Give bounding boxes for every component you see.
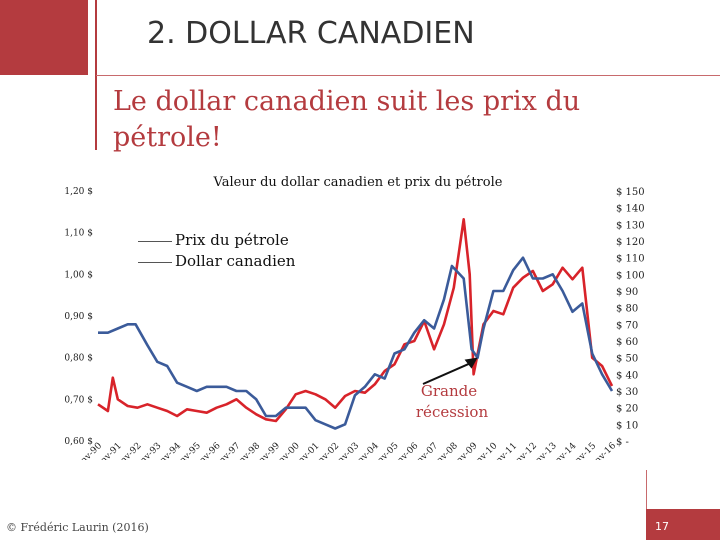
right-tick-label: $ 60 (616, 337, 638, 348)
page-number-rule (646, 470, 647, 509)
legend-label-cad: Dollar canadien (175, 252, 296, 270)
annotation-arrow-head (464, 357, 478, 369)
series-line-oil (97, 217, 614, 423)
legend-swatch-cad (138, 262, 172, 263)
oil-cad-line-chart: Valeur du dollar canadien et prix du pét… (64, 175, 645, 460)
series-group (97, 217, 614, 430)
page-number: 17 (655, 520, 669, 533)
left-tick-label: 1,00 $ (64, 270, 93, 280)
right-tick-label: $ 40 (616, 370, 638, 381)
right-tick-label: $ 10 (616, 420, 638, 431)
x-axis-ticks: Janv-90Janv-91Janv-92Janv-93Janv-94Janv-… (72, 441, 618, 460)
accent-block (0, 0, 88, 75)
right-tick-label: $ 20 (616, 404, 638, 415)
chart-title: Valeur du dollar canadien et prix du pét… (213, 175, 503, 190)
right-tick-label: $ 140 (616, 204, 645, 215)
right-tick-label: $ 80 (616, 304, 638, 315)
accent-horizontal-rule (96, 75, 720, 76)
right-axis-ticks: $ - $ 10 $ 20 $ 30 $ 40 $ 50 $ 60 $ 70 $ 80 $ 90 $… (616, 187, 645, 448)
right-tick-label: $ 30 (616, 387, 638, 398)
left-tick-label: 0,80 $ (64, 354, 93, 364)
right-tick-label: $ 150 (616, 187, 645, 198)
chart-legend: Prix du pétrole Dollar canadien (126, 229, 300, 273)
page-number-badge: 17 (646, 509, 720, 540)
left-tick-label: 1,20 $ (64, 187, 93, 197)
annotation-label-line1: Grande (421, 382, 477, 400)
right-tick-label: $ 50 (616, 354, 638, 365)
annotation-arrow-line (422, 361, 472, 385)
legend-label-oil: Prix du pétrole (175, 231, 289, 249)
series-line-cad (98, 256, 614, 430)
left-tick-label: 0,70 $ (64, 395, 93, 405)
right-tick-label: $ 100 (616, 270, 645, 281)
right-tick-label: $ 130 (616, 220, 645, 231)
left-axis-ticks: 0,60 $ 0,70 $ 0,80 $ 0,90 $ 1,00 $ 1,10 $ 1,20… (64, 187, 93, 447)
right-tick-label: $ 90 (616, 287, 638, 298)
slide-headline: Le dollar canadien suit les prix du pétr… (113, 86, 581, 153)
annotation-label-line2: récession (416, 403, 489, 421)
right-tick-label: $ - (616, 437, 629, 448)
section-title: 2. DOLLAR CANADIEN (147, 16, 475, 51)
legend-swatch-oil (138, 241, 172, 242)
left-tick-label: 1,10 $ (64, 229, 93, 239)
right-tick-label: $ 120 (616, 237, 645, 248)
annotation-group: Grande récession (416, 357, 489, 421)
author-credit: © Frédéric Laurin (2016) (6, 521, 149, 534)
right-tick-label: $ 110 (616, 254, 645, 265)
left-tick-label: 0,60 $ (64, 437, 93, 447)
left-tick-label: 0,90 $ (64, 312, 93, 322)
right-tick-label: $ 70 (616, 320, 638, 331)
